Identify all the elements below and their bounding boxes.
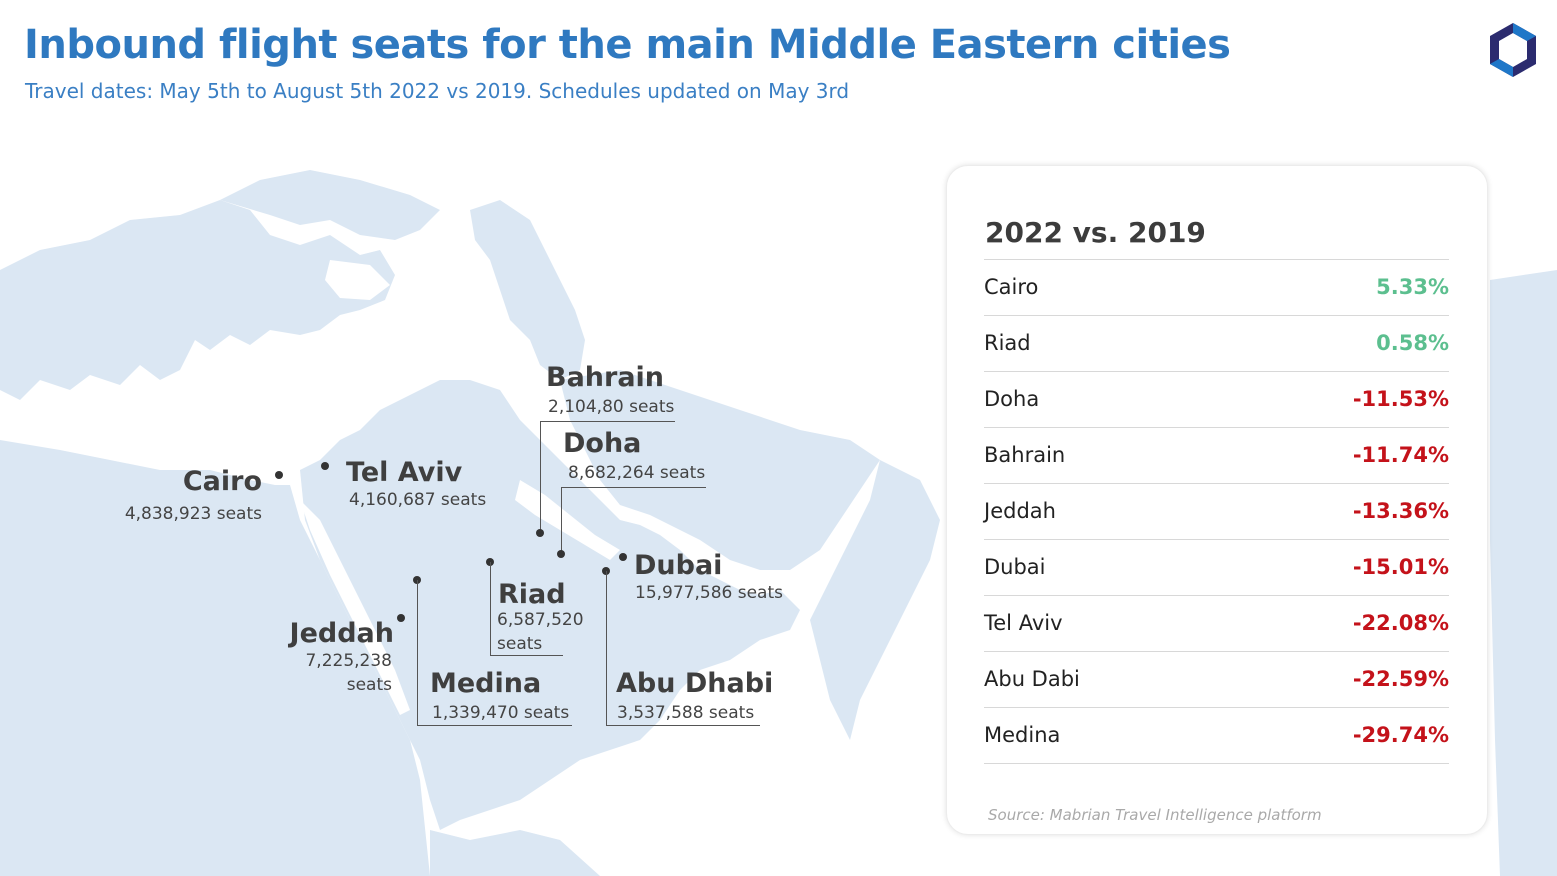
row-change: -22.08% — [1352, 610, 1449, 635]
medina-leader-h — [417, 725, 572, 726]
table-row: Dubai -15.01% — [984, 540, 1449, 596]
city-seats-riad-line2: seats — [497, 634, 543, 654]
jeddah-dot — [397, 614, 405, 622]
tel-aviv-dot — [321, 462, 329, 470]
doha-leader-v — [561, 487, 562, 553]
city-name-tel-aviv: Tel Aviv — [346, 457, 463, 488]
table-row: Doha -11.53% — [984, 372, 1449, 428]
riad-leader-v — [490, 562, 491, 655]
bahrain-leader-h — [540, 421, 675, 422]
row-city: Riad — [984, 330, 1031, 355]
row-city: Doha — [984, 386, 1040, 411]
city-seats-cairo: 4,838,923 seats — [124, 504, 262, 524]
city-seats-bahrain: 2,104,80 seats — [548, 397, 675, 417]
row-city: Jeddah — [984, 498, 1056, 523]
doha-leader-h — [561, 487, 706, 488]
table-row: Jeddah -13.36% — [984, 484, 1449, 540]
row-change: -29.74% — [1352, 722, 1449, 747]
row-change: -13.36% — [1352, 498, 1449, 523]
city-seats-dubai: 15,977,586 seats — [635, 583, 783, 603]
abu-dhabi-leader-v — [606, 571, 607, 725]
doha-dot — [557, 550, 565, 558]
table-row: Medina -29.74% — [984, 708, 1449, 764]
row-city: Cairo — [984, 274, 1039, 299]
city-seats-abu-dhabi: 3,537,588 seats — [617, 703, 755, 723]
city-name-medina: Medina — [430, 668, 542, 699]
city-seats-riad-line1: 6,587,520 — [497, 610, 584, 630]
source-note: Source: Mabrian Travel Intelligence plat… — [988, 806, 1322, 824]
city-name-bahrain: Bahrain — [546, 362, 665, 393]
city-seats-doha: 8,682,264 seats — [568, 463, 706, 483]
hexagon-logo-icon — [1490, 23, 1536, 77]
table-row: Abu Dabi -22.59% — [984, 652, 1449, 708]
city-seats-tel-aviv: 4,160,687 seats — [349, 490, 487, 510]
row-change: -11.74% — [1352, 442, 1449, 467]
city-seats-jeddah-line2: seats — [346, 675, 392, 695]
middle-east-map — [0, 170, 1557, 876]
comparison-card: 2022 vs. 2019 Cairo 5.33% Riad 0.58% Doh… — [946, 165, 1488, 835]
row-change: 5.33% — [1376, 274, 1449, 299]
city-name-doha: Doha — [563, 428, 642, 459]
row-city: Tel Aviv — [984, 610, 1063, 635]
city-name-abu-dhabi: Abu Dhabi — [616, 668, 774, 699]
city-name-dubai: Dubai — [634, 550, 723, 581]
row-city: Abu Dabi — [984, 666, 1080, 691]
table-row: Bahrain -11.74% — [984, 428, 1449, 484]
medina-leader-v — [417, 580, 418, 725]
row-change: 0.58% — [1376, 330, 1449, 355]
bahrain-dot — [536, 529, 544, 537]
row-change: -22.59% — [1352, 666, 1449, 691]
city-name-cairo: Cairo — [182, 466, 262, 497]
riad-leader-h — [490, 655, 563, 656]
abu-dhabi-leader-h — [606, 725, 760, 726]
row-change: -15.01% — [1352, 554, 1449, 579]
row-city: Dubai — [984, 554, 1046, 579]
page-title: Inbound flight seats for the main Middle… — [24, 22, 1231, 68]
bahrain-leader-v — [540, 421, 541, 532]
page-subtitle: Travel dates: May 5th to August 5th 2022… — [25, 79, 850, 103]
city-seats-jeddah-line1: 7,225,238 — [305, 651, 392, 671]
dubai-dot — [619, 553, 627, 561]
city-name-riad: Riad — [498, 579, 566, 610]
comparison-table: Cairo 5.33% Riad 0.58% Doha -11.53% Bahr… — [984, 259, 1449, 764]
table-row: Cairo 5.33% — [984, 260, 1449, 316]
row-change: -11.53% — [1352, 386, 1449, 411]
table-row: Tel Aviv -22.08% — [984, 596, 1449, 652]
row-city: Medina — [984, 722, 1061, 747]
cairo-dot — [275, 471, 283, 479]
city-seats-medina: 1,339,470 seats — [432, 703, 570, 723]
city-name-jeddah: Jeddah — [289, 618, 394, 649]
comparison-title: 2022 vs. 2019 — [985, 216, 1206, 249]
table-row: Riad 0.58% — [984, 316, 1449, 372]
row-city: Bahrain — [984, 442, 1066, 467]
